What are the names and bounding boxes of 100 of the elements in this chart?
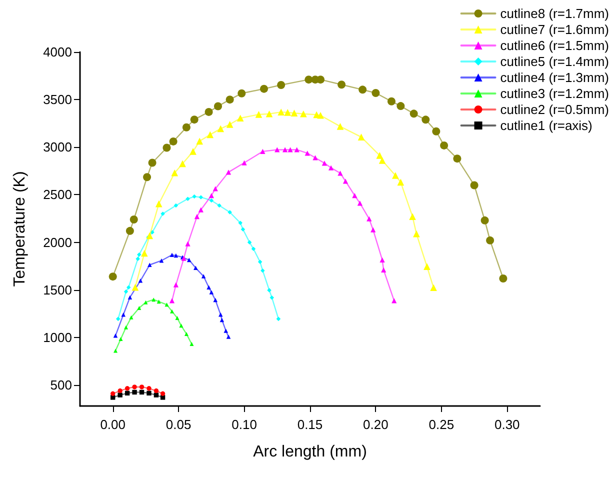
point: [124, 325, 128, 330]
point: [124, 386, 130, 391]
point: [174, 203, 178, 208]
x-tick-label: 0.15: [297, 417, 323, 432]
point: [220, 318, 224, 322]
point: [255, 111, 262, 118]
point: [410, 110, 418, 118]
point: [206, 285, 211, 290]
point: [236, 114, 244, 122]
point: [270, 295, 274, 300]
point: [190, 116, 198, 124]
point: [212, 186, 218, 192]
point: [128, 295, 132, 300]
point: [294, 147, 300, 152]
point: [126, 285, 131, 290]
point: [143, 173, 152, 182]
point: [304, 76, 313, 84]
x-tick-label: 0.00: [100, 417, 126, 432]
point: [209, 198, 214, 203]
point: [136, 256, 140, 262]
point: [397, 178, 404, 186]
point: [422, 116, 430, 124]
point: [194, 214, 200, 220]
point: [381, 267, 386, 272]
point: [217, 125, 224, 132]
y-tick-label: 2500: [43, 187, 72, 202]
point: [194, 266, 198, 270]
point: [430, 284, 437, 292]
point: [170, 252, 174, 258]
point: [278, 108, 285, 116]
point: [352, 192, 358, 198]
point: [169, 137, 178, 146]
point: [499, 274, 508, 282]
point: [228, 210, 232, 214]
point: [139, 390, 144, 395]
point: [357, 200, 363, 206]
point: [126, 226, 134, 235]
point: [118, 392, 122, 398]
line-series: [113, 298, 194, 353]
point: [124, 390, 130, 396]
point: [213, 298, 218, 302]
point: [282, 147, 288, 152]
point: [328, 165, 334, 170]
point: [154, 388, 159, 394]
point: [322, 160, 328, 166]
point: [140, 250, 148, 257]
point: [242, 160, 247, 166]
point: [170, 309, 174, 314]
point: [208, 192, 214, 198]
point: [116, 316, 120, 322]
point: [480, 216, 489, 224]
point: [160, 391, 166, 396]
point: [162, 144, 171, 152]
point: [138, 278, 143, 283]
point: [118, 337, 123, 342]
point: [146, 390, 152, 396]
point: [342, 178, 348, 184]
point: [238, 89, 246, 98]
point: [108, 272, 117, 281]
point: [201, 274, 206, 278]
point: [160, 212, 165, 216]
point: [366, 216, 372, 222]
point: [171, 169, 178, 176]
point: [129, 315, 134, 320]
legend-label: cutline4 (r=1.3mm): [500, 70, 610, 85]
point: [132, 390, 137, 395]
y-tick-label: 500: [50, 378, 72, 393]
point: [370, 227, 376, 232]
point: [146, 232, 154, 240]
point: [190, 148, 196, 155]
point: [226, 96, 234, 104]
point: [380, 257, 385, 262]
x-tick-label: 0.20: [363, 417, 388, 432]
point: [186, 258, 192, 262]
point: [260, 268, 265, 273]
point: [121, 312, 126, 317]
point: [137, 252, 142, 257]
point: [144, 300, 148, 304]
point: [110, 391, 116, 396]
point: [182, 123, 190, 132]
point: [113, 348, 118, 353]
point: [260, 84, 268, 93]
point: [198, 195, 204, 200]
point: [274, 147, 280, 152]
point: [396, 102, 405, 110]
point: [276, 316, 281, 322]
x-tick-label: 0.10: [232, 417, 257, 432]
point: [316, 76, 325, 84]
legend-label: cutline7 (r=1.6mm): [500, 22, 610, 37]
point: [238, 220, 242, 226]
point: [139, 384, 144, 390]
point: [169, 298, 175, 304]
y-tick-label: 4000: [43, 44, 72, 60]
y-tick-label: 2000: [43, 234, 72, 250]
point: [209, 290, 214, 294]
point: [175, 316, 180, 320]
point: [358, 134, 365, 140]
y-tick-label: 1000: [43, 330, 72, 345]
point: [392, 172, 399, 179]
legend-label: cutline3 (r=1.2mm): [500, 86, 610, 101]
